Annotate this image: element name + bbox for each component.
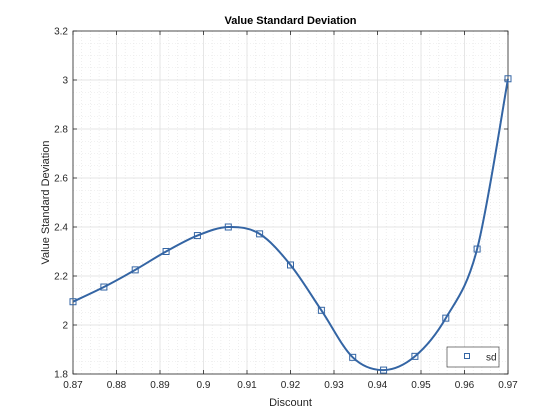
minor-grid [73,31,508,374]
data-point-marker [317,306,325,314]
series-line-sd [72,78,509,372]
x-tick-label: 0.9 [197,380,211,391]
x-tick-label: 0.89 [150,380,170,391]
y-tick-label: 3.2 [54,27,68,38]
series-layer [69,75,512,374]
x-axis-label: Discount [269,397,312,409]
x-tick-label: 0.95 [411,380,431,391]
x-tick-label: 0.88 [107,380,127,391]
x-tick-label: 0.97 [498,380,518,391]
x-tick-label: 0.93 [324,380,344,391]
data-point-marker [442,314,450,322]
x-tick-label: 0.87 [63,380,83,391]
y-axis-label: Value Standard Deviation [40,141,52,265]
legend-label-sd: sd [486,353,497,364]
y-tick-label: 2 [62,321,68,332]
legend: sd [446,346,500,368]
data-point-marker [287,261,294,269]
y-tick-label: 3 [62,76,68,87]
chart-title: Value Standard Deviation [224,15,356,27]
x-tick-label: 0.96 [455,380,475,391]
data-point-marker [256,230,264,238]
x-tick-label: 0.92 [281,380,301,391]
axis-ticks [72,30,509,375]
data-point-marker [69,298,77,306]
y-tick-label: 1.8 [54,370,68,381]
legend-box [446,346,500,368]
data-point-marker [131,266,139,274]
y-tick-label: 2.2 [54,272,68,283]
data-point-marker [224,223,232,231]
y-tick-label: 2.4 [54,223,68,234]
y-tick-labels: 1.8 2 2.2 2.4 2.6 2.8 3 3.2 [54,27,68,381]
x-tick-labels: 0.87 0.88 0.89 0.9 0.91 0.92 0.93 0.94 0.95 0.96 0… [63,380,518,391]
legend-marker [464,353,470,359]
data-point-marker [504,75,512,83]
data-point-marker [193,232,201,240]
data-point-marker [162,248,170,255]
data-point-marker [411,352,419,360]
data-point-marker [380,366,388,374]
y-tick-label: 2.8 [54,125,68,136]
x-tick-label: 0.94 [368,380,388,391]
x-tick-label: 0.91 [237,380,257,391]
data-point-marker [100,283,108,291]
y-tick-label: 2.6 [54,174,68,185]
data-point-marker [349,353,357,361]
data-point-marker [473,245,481,253]
